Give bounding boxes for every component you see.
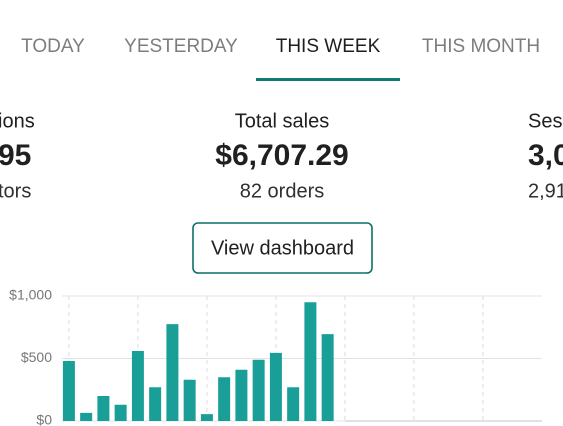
stat-sub: 82 orders [240,180,325,202]
stat-value: 95 [0,139,31,172]
y-tick-label: $0 [36,412,52,426]
tab[interactable]: THIS MONTH [422,36,540,57]
view-dashboard-button[interactable] [192,222,373,274]
bar [218,377,231,421]
tab[interactable]: THIS WEEK [276,36,381,57]
bar [252,359,265,421]
bar [269,352,282,421]
bar [149,387,162,421]
stat-value: $6,707.29 [215,139,348,172]
y-tick-label: $500 [21,349,52,365]
stat-sub: 2,91 [528,180,563,202]
button-label[interactable]: View dashboard [211,237,354,259]
bar [166,324,179,421]
bar [200,414,213,421]
bar [304,302,317,421]
bar [80,412,93,421]
tab[interactable]: YESTERDAY [124,36,238,57]
stat-sub: tors [0,180,31,202]
bar [183,379,196,421]
tab-underline [256,78,400,81]
bar [235,369,248,421]
stat-value: 3,0 [528,139,563,172]
stat-label: ions [0,110,35,132]
bar [287,387,300,421]
bar [114,404,127,421]
y-tick-label: $1,000 [9,287,52,303]
bar [131,351,144,421]
bar [97,396,110,421]
bar [62,361,75,421]
bar [321,334,334,421]
stat-label: Total sales [235,110,330,132]
stat-label: Sess [528,110,563,132]
tab[interactable]: TODAY [21,36,85,57]
